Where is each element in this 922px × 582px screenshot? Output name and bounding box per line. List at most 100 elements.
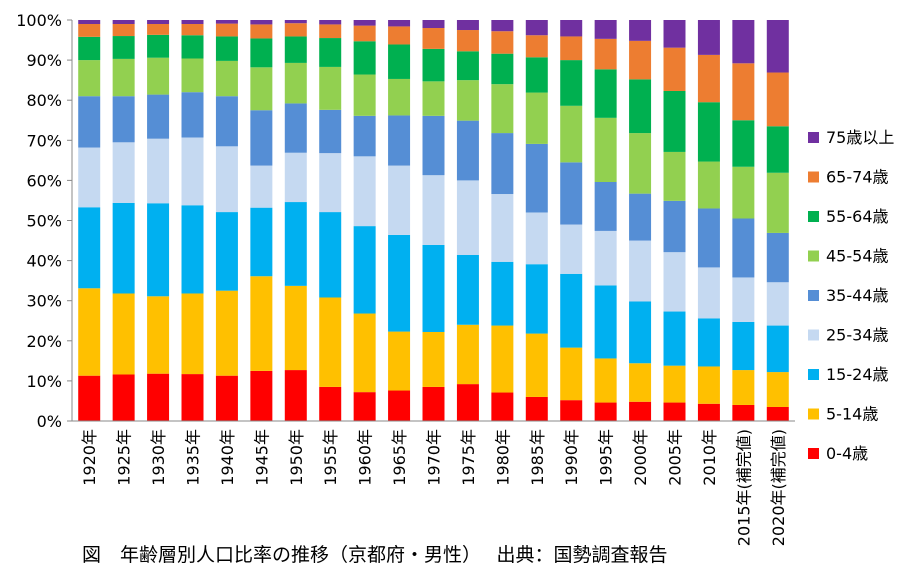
bar-segment bbox=[181, 24, 204, 36]
bar-segment bbox=[284, 36, 307, 63]
bar-segment bbox=[319, 297, 342, 387]
bar-segment bbox=[250, 165, 273, 208]
legend-swatch bbox=[808, 211, 819, 222]
bar-segment bbox=[353, 41, 376, 75]
bar-segment bbox=[594, 38, 617, 70]
x-tick-label: 2010年 bbox=[700, 429, 719, 486]
bar-segment bbox=[491, 53, 514, 85]
bar-segment bbox=[422, 331, 445, 387]
y-tick-label: 80% bbox=[26, 91, 62, 110]
bar-segment bbox=[491, 133, 514, 195]
bar-segment bbox=[594, 285, 617, 359]
bar-segment bbox=[663, 200, 686, 253]
bar-segment bbox=[78, 24, 101, 37]
legend-swatch bbox=[808, 171, 819, 183]
bar-segment bbox=[422, 175, 445, 245]
bar-segment bbox=[594, 182, 617, 231]
bar-segment bbox=[732, 404, 755, 421]
x-tick-label: 1930年 bbox=[149, 429, 168, 486]
y-tick-label: 50% bbox=[26, 212, 62, 231]
y-tick-label: 90% bbox=[26, 51, 62, 70]
bar-segment bbox=[663, 47, 686, 91]
bar-segment bbox=[388, 390, 411, 421]
legend-label: 55-64歳 bbox=[826, 207, 889, 226]
bar-segment bbox=[388, 165, 411, 235]
bar-segment bbox=[697, 208, 720, 268]
bar-segment bbox=[663, 365, 686, 403]
bar-segment bbox=[766, 282, 789, 326]
bar-segment bbox=[422, 28, 445, 49]
bar-segment bbox=[525, 92, 548, 144]
bar-segment bbox=[215, 146, 238, 213]
legend-label: 45-54歳 bbox=[826, 247, 889, 266]
bar-segment bbox=[629, 40, 652, 80]
bar-segment bbox=[147, 296, 170, 374]
y-tick-label: 0% bbox=[37, 412, 62, 431]
bar-segment bbox=[525, 35, 548, 58]
bar-segment bbox=[181, 58, 204, 93]
bar-segment bbox=[560, 36, 583, 61]
bar-segment bbox=[147, 94, 170, 139]
bar-segment bbox=[456, 80, 479, 121]
bar-segment bbox=[456, 30, 479, 52]
bar-segment bbox=[560, 20, 583, 37]
bar-segment bbox=[78, 20, 101, 25]
y-tick-label: 70% bbox=[26, 131, 62, 150]
bar-segment bbox=[456, 384, 479, 421]
x-tick-label: 1945年 bbox=[252, 429, 271, 486]
bar-segment bbox=[491, 194, 514, 262]
bar-segment bbox=[181, 374, 204, 421]
bar-segment bbox=[422, 20, 445, 29]
y-tick-label: 30% bbox=[26, 292, 62, 311]
x-tick-label: 1990年 bbox=[562, 429, 581, 486]
bar-segment bbox=[422, 115, 445, 176]
bar-segment bbox=[78, 375, 101, 421]
bar-segment bbox=[353, 25, 376, 42]
bar-segment bbox=[284, 103, 307, 153]
bar-segment bbox=[663, 252, 686, 312]
bar-segment bbox=[284, 370, 307, 421]
bar-segment bbox=[319, 66, 342, 110]
bar-segment bbox=[353, 392, 376, 421]
x-tick-label: 2020年(補完値) bbox=[769, 429, 788, 546]
legend-label: 25-34歳 bbox=[826, 326, 889, 345]
x-tick-label: 1920年 bbox=[80, 429, 99, 486]
bar-segment bbox=[147, 57, 170, 95]
bar-segment bbox=[766, 172, 789, 233]
bar-segment bbox=[78, 207, 101, 289]
bar-segment bbox=[560, 347, 583, 401]
bar-segment bbox=[353, 226, 376, 314]
bar-segment bbox=[594, 402, 617, 421]
y-tick-labels: 0% 10% 20% 30% 40% 50% 60% 70% 80% 90% 100% bbox=[16, 11, 62, 431]
bar-segment bbox=[112, 142, 135, 203]
bar-segment bbox=[388, 115, 411, 166]
bar-segment bbox=[319, 386, 342, 421]
bar-segment bbox=[112, 58, 135, 97]
bar-segment bbox=[319, 24, 342, 39]
bar-segment bbox=[112, 293, 135, 375]
bars-layer bbox=[78, 20, 789, 422]
bar-segment bbox=[319, 38, 342, 67]
bar-segment bbox=[594, 117, 617, 182]
bar-segment bbox=[732, 166, 755, 219]
legend-swatch bbox=[808, 408, 819, 420]
bar-segment bbox=[250, 24, 273, 39]
bar-segment bbox=[525, 143, 548, 213]
bar-segment bbox=[181, 35, 204, 59]
bar-segment bbox=[112, 24, 135, 37]
bar-segment bbox=[766, 372, 789, 407]
x-tick-label: 2000年 bbox=[631, 429, 650, 486]
bar-segment bbox=[147, 34, 170, 58]
bar-segment bbox=[629, 363, 652, 402]
bar-segment bbox=[181, 92, 204, 138]
bar-segment bbox=[697, 403, 720, 421]
bar-segment bbox=[629, 401, 652, 421]
legend-label: 65-74歳 bbox=[826, 168, 889, 187]
bar-segment bbox=[284, 202, 307, 286]
bar-segment bbox=[697, 267, 720, 319]
bar-segment bbox=[594, 358, 617, 403]
bar-segment bbox=[629, 193, 652, 241]
bar-segment bbox=[456, 51, 479, 81]
bar-segment bbox=[491, 31, 514, 54]
